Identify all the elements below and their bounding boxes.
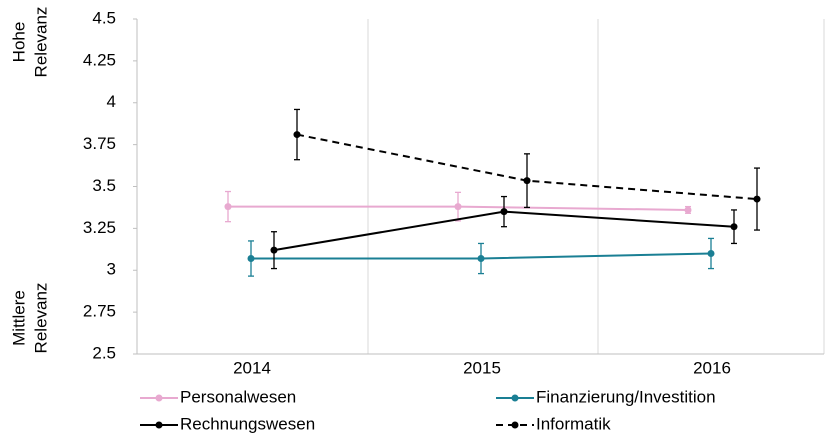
legend-label: Finanzierung/Investition bbox=[536, 387, 716, 406]
legend-marker bbox=[155, 421, 163, 429]
point bbox=[523, 177, 531, 185]
point bbox=[477, 255, 485, 263]
y-tick-label: 2.75 bbox=[83, 302, 116, 321]
point bbox=[293, 131, 301, 139]
y-label-high: Relevanz bbox=[31, 7, 50, 78]
legend-marker bbox=[511, 394, 519, 402]
point bbox=[684, 206, 692, 214]
x-tick-label: 2016 bbox=[693, 358, 731, 377]
point bbox=[500, 208, 508, 216]
legend-label: Personalwesen bbox=[180, 387, 296, 406]
point bbox=[247, 255, 255, 263]
x-tick-label: 2014 bbox=[233, 358, 271, 377]
point bbox=[730, 223, 738, 231]
point bbox=[224, 203, 232, 211]
y-label-low: Relevanz bbox=[31, 283, 50, 354]
legend-marker bbox=[155, 394, 163, 402]
y-tick-label: 3.5 bbox=[92, 176, 116, 195]
point bbox=[270, 246, 278, 254]
y-label-low: Mittlere bbox=[9, 290, 28, 346]
point bbox=[454, 203, 462, 211]
y-label-high: Hohe bbox=[9, 22, 28, 63]
y-tick-label: 3.75 bbox=[83, 134, 116, 153]
point bbox=[707, 250, 715, 257]
x-tick-label: 2015 bbox=[463, 358, 501, 377]
legend-label: Informatik bbox=[536, 414, 611, 433]
legend-label: Rechnungswesen bbox=[180, 414, 315, 433]
y-tick-label: 3 bbox=[107, 260, 116, 279]
y-tick-label: 4 bbox=[107, 92, 116, 111]
y-tick-label: 2.5 bbox=[92, 343, 116, 362]
y-tick-label: 4.5 bbox=[92, 8, 116, 27]
legend-marker bbox=[511, 421, 519, 429]
point bbox=[753, 195, 761, 203]
y-tick-label: 3.25 bbox=[83, 218, 116, 237]
y-tick-label: 4.25 bbox=[83, 50, 116, 69]
